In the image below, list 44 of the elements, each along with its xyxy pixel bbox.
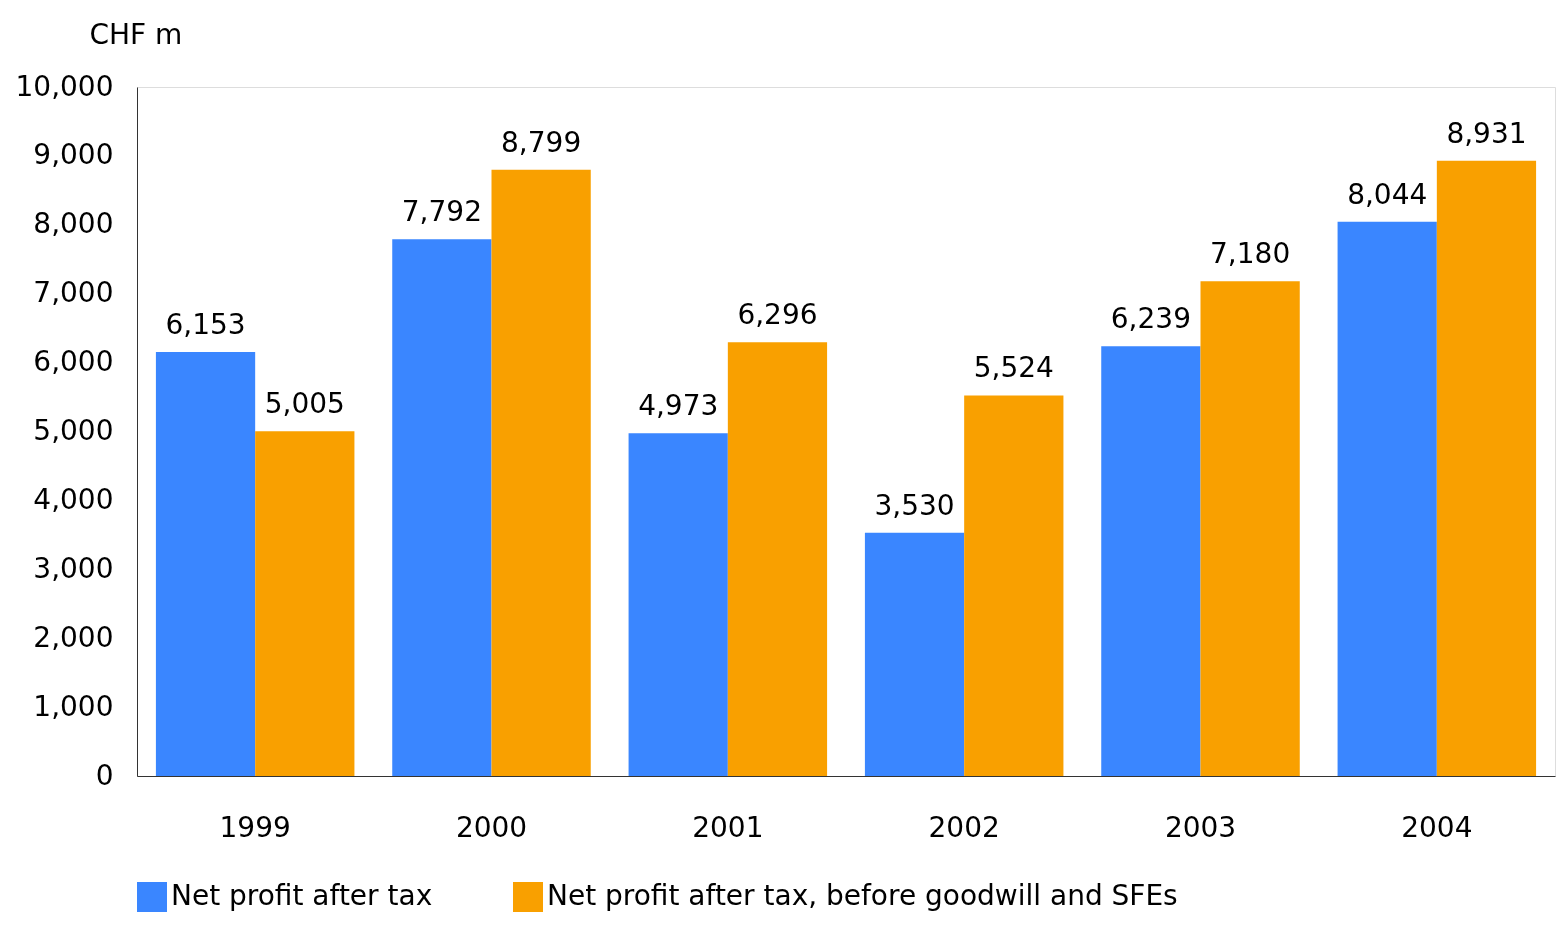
legend-label: Net profit after tax, before goodwill and SFEs <box>547 879 1178 912</box>
y-tick-label: 5,000 <box>33 414 114 447</box>
data-label: 3,530 <box>874 488 955 522</box>
legend-label: Net profit after tax <box>171 879 433 912</box>
y-tick-label: 3,000 <box>33 551 114 585</box>
bar <box>491 169 591 776</box>
y-tick-label: 6,000 <box>33 345 114 379</box>
y-tick-label: 4,000 <box>33 482 114 516</box>
bar <box>727 342 828 776</box>
bar <box>1101 346 1201 776</box>
y-axis-title: CHF m <box>89 17 183 51</box>
x-tick-label: 2003 <box>1164 810 1237 844</box>
data-label: 8,044 <box>1347 177 1428 211</box>
y-tick-label: 9,000 <box>33 138 114 172</box>
y-tick-label: 8,000 <box>33 207 114 241</box>
data-label: 6,239 <box>1110 302 1191 336</box>
y-tick-label: 1,000 <box>33 689 114 723</box>
bar <box>1200 281 1300 776</box>
data-label: 7,180 <box>1210 237 1291 271</box>
bar <box>1337 221 1437 776</box>
x-tick-label: 2000 <box>455 810 528 844</box>
data-label: 8,799 <box>501 125 582 159</box>
data-label: 5,524 <box>973 351 1054 385</box>
bar <box>628 433 728 776</box>
x-tick-label: 2001 <box>692 810 764 844</box>
y-tick-label: 10,000 <box>15 69 114 103</box>
data-label: 6,153 <box>165 308 246 342</box>
data-label: 4,973 <box>638 389 719 423</box>
bar <box>255 431 355 776</box>
x-tick-label: 1999 <box>219 810 291 844</box>
data-label: 8,931 <box>1446 116 1527 150</box>
bar <box>392 239 492 776</box>
y-tick-label: 2,000 <box>33 620 114 654</box>
data-label: 6,296 <box>737 298 818 332</box>
bar <box>155 352 256 776</box>
bar <box>964 395 1064 776</box>
y-tick-label: 7,000 <box>33 276 114 310</box>
x-tick-label: 2002 <box>928 810 1000 844</box>
y-tick-label: 0 <box>95 758 114 792</box>
data-label: 7,792 <box>401 195 482 229</box>
data-label: 5,005 <box>264 387 345 421</box>
x-tick-label: 2004 <box>1401 810 1473 844</box>
bar <box>1436 160 1537 776</box>
bar <box>864 532 965 776</box>
